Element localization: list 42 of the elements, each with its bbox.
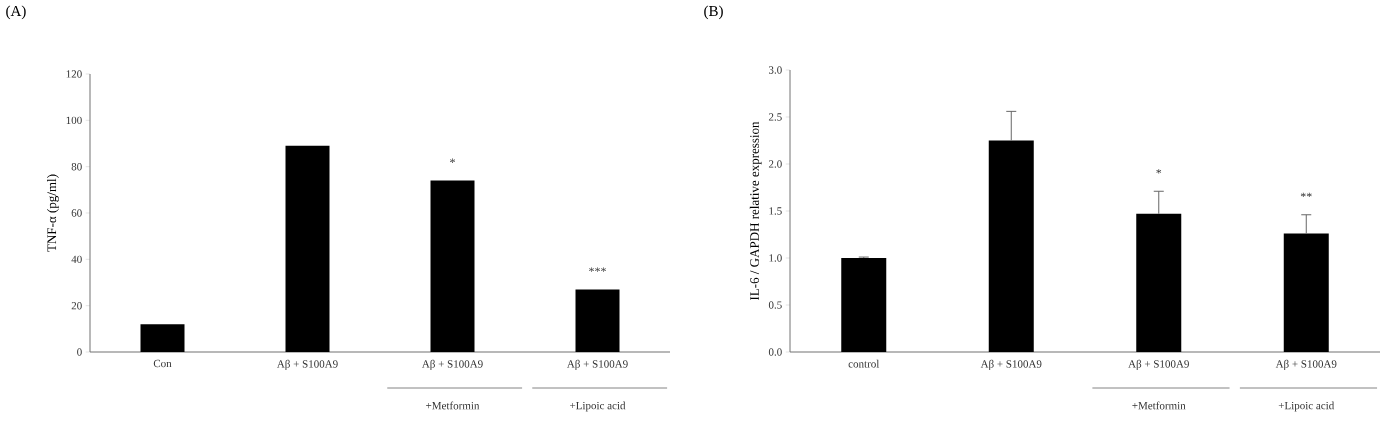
bar xyxy=(841,258,887,352)
y-tick-label: 80 xyxy=(71,162,82,171)
text: +Metformin xyxy=(1132,401,1186,410)
y-axis-title: TNF-α (pg/ml) xyxy=(47,174,59,252)
y-axis-title: IL-6 / GAPDH relative expression xyxy=(749,121,762,301)
x-tick-label: Aβ + S100A9 xyxy=(566,359,628,370)
bar xyxy=(575,289,620,352)
x-tick-label: Aβ + S100A9 xyxy=(1128,359,1189,370)
x-tick-label: Con xyxy=(153,359,172,368)
x-tick-label: control xyxy=(848,359,880,368)
y-tick-label: 20 xyxy=(71,301,82,310)
y-tick-label: 100 xyxy=(66,116,82,125)
bar xyxy=(1283,233,1329,352)
chart-title: (A) xyxy=(6,5,26,20)
y-tick-label: 120 xyxy=(66,70,82,78)
y-tick-label: 0.5 xyxy=(768,301,782,309)
bar xyxy=(140,324,185,352)
annotation: ** xyxy=(1300,192,1312,198)
text: +Metformin xyxy=(426,401,480,410)
bar xyxy=(988,140,1034,352)
chart-title: (B) xyxy=(704,5,723,20)
y-tick-label: 40 xyxy=(71,255,82,264)
y-tick-label: 0.0 xyxy=(768,348,782,356)
y-tick-label: 1.5 xyxy=(769,207,782,215)
annotation: * xyxy=(1156,169,1162,174)
text: +Lipoic acid xyxy=(570,401,626,412)
bar xyxy=(1136,213,1182,352)
bar xyxy=(285,145,330,352)
text: +Lipoic acid xyxy=(1278,401,1335,412)
y-tick-label: 60 xyxy=(71,209,82,217)
x-tick-label: Aβ + S100A9 xyxy=(421,359,483,370)
annotation: * xyxy=(450,158,455,163)
y-tick-label: 2.0 xyxy=(768,160,782,168)
x-tick-label: Aβ + S100A9 xyxy=(980,359,1042,370)
annotation: *** xyxy=(589,267,606,272)
bar xyxy=(430,180,475,352)
y-tick-label: 0 xyxy=(77,348,82,356)
y-tick-label: 3.0 xyxy=(768,66,782,74)
x-tick-label: Aβ + S100A9 xyxy=(1275,359,1337,370)
x-tick-label: Aβ + S100A9 xyxy=(276,359,338,370)
y-tick-label: 1.0 xyxy=(769,254,782,262)
y-tick-label: 2.5 xyxy=(768,113,782,121)
